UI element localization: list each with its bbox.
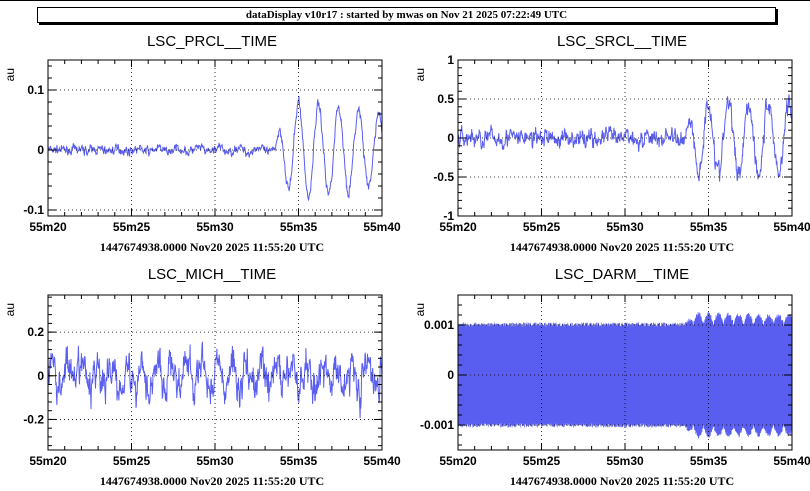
y-axis-label: au <box>3 303 17 316</box>
x-tick-label: 55m35 <box>280 454 318 468</box>
x-tick-label: 55m35 <box>280 220 318 234</box>
y-axis-label: au <box>3 68 17 81</box>
x-tick-label: 55m25 <box>523 220 561 234</box>
chart-title: LSC_PRCL__TIME <box>147 33 277 50</box>
y-tick-label: 0.001 <box>424 318 454 332</box>
y-tick-label: 0 <box>447 368 454 382</box>
y-tick-label: 0 <box>37 143 44 157</box>
top-border-line <box>0 0 810 1</box>
chart-panel-darm: LSC_DARM__TIME au 1447674938.0000 Nov20 … <box>413 266 810 488</box>
chart-panel-srcl: LSC_SRCL__TIME au 1447674938.0000 Nov20 … <box>413 33 810 254</box>
x-tick-label: 55m25 <box>113 454 151 468</box>
chart-title: LSC_DARM__TIME <box>555 266 689 283</box>
y-tick-label: 0 <box>37 369 44 383</box>
plot-frame <box>457 59 793 217</box>
x-axis-label: 1447674938.0000 Nov20 2025 11:55:20 UTC <box>510 474 734 488</box>
x-tick-label: 55m40 <box>363 454 401 468</box>
x-tick-label: 55m30 <box>196 454 234 468</box>
plot-frame <box>457 294 793 451</box>
x-tick-label: 55m25 <box>523 454 561 468</box>
x-tick-label: 55m20 <box>29 220 67 234</box>
y-tick-label: -0.001 <box>420 418 454 432</box>
x-tick-label: 55m30 <box>606 220 644 234</box>
y-axis-label: au <box>413 303 427 316</box>
x-tick-label: 55m20 <box>29 454 67 468</box>
y-tick-label: 0.2 <box>27 325 44 339</box>
x-tick-label: 55m30 <box>196 220 234 234</box>
y-tick-label: 0 <box>447 131 454 145</box>
x-tick-label: 55m40 <box>363 220 401 234</box>
y-tick-label: -0.5 <box>433 170 454 184</box>
y-tick-label: -0.1 <box>23 203 44 217</box>
x-tick-label: 55m25 <box>113 220 151 234</box>
x-tick-label: 55m35 <box>690 454 728 468</box>
y-tick-label: 0.1 <box>27 83 44 97</box>
x-tick-label: 55m20 <box>439 454 477 468</box>
y-tick-label: 1 <box>447 53 454 67</box>
x-tick-label: 55m40 <box>773 454 810 468</box>
y-axis-label: au <box>413 68 427 81</box>
data-trace <box>458 311 792 439</box>
x-tick-label: 55m35 <box>690 220 728 234</box>
chart-title: LSC_SRCL__TIME <box>557 33 687 50</box>
plot-frame <box>47 294 383 451</box>
data-trace <box>48 341 382 419</box>
header-title: dataDisplay v10r17 : started by mwas on … <box>37 7 776 23</box>
x-tick-label: 55m20 <box>439 220 477 234</box>
x-axis-label: 1447674938.0000 Nov20 2025 11:55:20 UTC <box>100 240 324 254</box>
y-tick-label: 0.5 <box>437 92 454 106</box>
x-tick-label: 55m30 <box>606 454 644 468</box>
x-axis-label: 1447674938.0000 Nov20 2025 11:55:20 UTC <box>100 474 324 488</box>
chart-title: LSC_MICH__TIME <box>148 266 276 283</box>
x-axis-label: 1447674938.0000 Nov20 2025 11:55:20 UTC <box>510 240 734 254</box>
chart-panel-mich: LSC_MICH__TIME au 1447674938.0000 Nov20 … <box>3 266 401 488</box>
chart-panel-prcl: LSC_PRCL__TIME au 1447674938.0000 Nov20 … <box>3 33 401 254</box>
y-tick-label: -1 <box>443 209 454 223</box>
plot-frame <box>47 59 383 217</box>
y-tick-label: -0.2 <box>23 412 44 426</box>
x-tick-label: 55m40 <box>773 220 810 234</box>
